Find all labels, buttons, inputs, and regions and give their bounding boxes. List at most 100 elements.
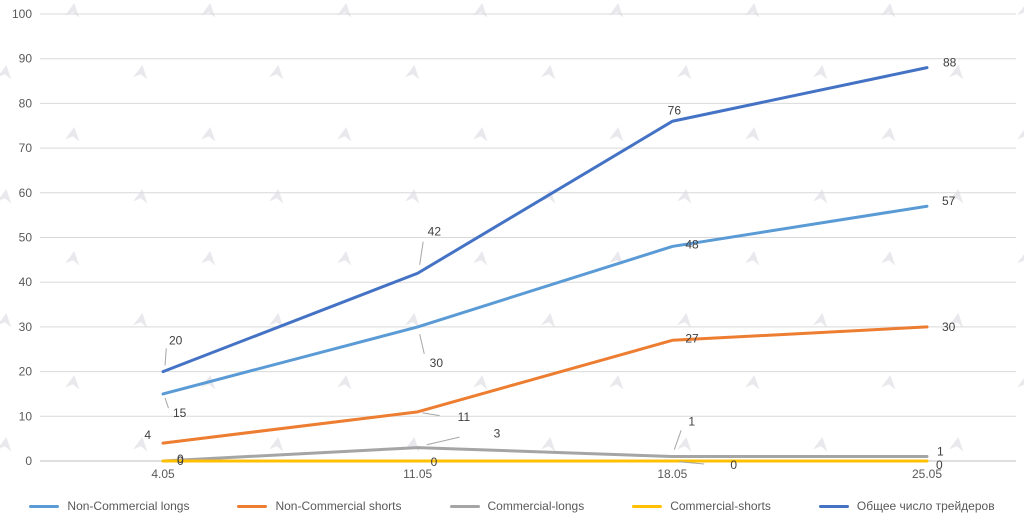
watermark-logo bbox=[745, 375, 760, 390]
watermark-logo bbox=[473, 3, 488, 18]
watermark-logo bbox=[677, 65, 692, 80]
watermark-logo bbox=[269, 189, 284, 204]
x-axis-label: 18.05 bbox=[657, 467, 687, 481]
watermark-logo bbox=[1017, 375, 1024, 390]
watermark-logo bbox=[337, 375, 352, 390]
data-label: 20 bbox=[169, 334, 183, 348]
watermark-logo bbox=[65, 375, 80, 390]
watermark-logo bbox=[405, 189, 420, 204]
watermark-logo bbox=[881, 375, 896, 390]
y-axis-label: 60 bbox=[19, 186, 33, 200]
x-axis-label: 25.05 bbox=[912, 467, 942, 481]
watermark-pattern bbox=[0, 3, 1024, 452]
watermark-logo bbox=[473, 375, 488, 390]
watermark-logo bbox=[269, 65, 284, 80]
watermark-logo bbox=[65, 251, 80, 266]
data-label: 27 bbox=[685, 331, 699, 345]
y-axis-label: 40 bbox=[19, 275, 33, 289]
watermark-logo bbox=[133, 189, 148, 204]
data-label: 42 bbox=[428, 224, 442, 238]
legend-item-non-commercial-longs: Non-Commercial longs bbox=[29, 499, 189, 513]
watermark-logo bbox=[881, 3, 896, 18]
label-leader-line bbox=[673, 430, 682, 450]
watermark-logo bbox=[0, 65, 12, 80]
legend-item-commercial-longs: Commercial-longs bbox=[449, 499, 585, 513]
watermark-logo bbox=[269, 313, 284, 328]
legend-label: Commercial-longs bbox=[487, 499, 585, 513]
watermark-logo bbox=[1017, 251, 1024, 266]
watermark-logo bbox=[473, 251, 488, 266]
data-label: 76 bbox=[668, 103, 682, 117]
watermark-logo bbox=[0, 313, 12, 328]
watermark-logo bbox=[65, 127, 80, 142]
label-leader-line bbox=[422, 412, 440, 417]
y-axis-label: 70 bbox=[19, 141, 33, 155]
data-label: 3 bbox=[494, 427, 501, 441]
legend-swatch bbox=[29, 504, 60, 508]
watermark-logo bbox=[541, 65, 556, 80]
data-label: 0 bbox=[936, 458, 943, 472]
legend-item-non-commercial-shorts: Non-Commercial shorts bbox=[237, 499, 402, 513]
watermark-logo bbox=[745, 251, 760, 266]
legend-item-commercial-shorts: Commercial-shorts bbox=[632, 499, 771, 513]
watermark-logo bbox=[609, 375, 624, 390]
watermark-logo bbox=[405, 313, 420, 328]
legend-swatch bbox=[237, 504, 268, 508]
watermark-logo bbox=[1017, 3, 1024, 18]
data-label: 0 bbox=[431, 455, 438, 469]
watermark-logo bbox=[201, 3, 216, 18]
data-label: 48 bbox=[685, 237, 699, 251]
watermark-logo bbox=[677, 189, 692, 204]
y-axis-label: 20 bbox=[19, 365, 33, 379]
chart-legend: Non-Commercial longs Non-Commercial short… bbox=[0, 490, 1024, 522]
data-label: 15 bbox=[173, 406, 187, 420]
watermark-logo bbox=[0, 189, 12, 204]
y-axis-label: 80 bbox=[19, 96, 33, 110]
legend-label: Общее число трейдеров bbox=[856, 499, 995, 513]
watermark-logo bbox=[677, 313, 692, 328]
x-axis-label: 4.05 bbox=[151, 467, 175, 481]
watermark-logo bbox=[133, 313, 148, 328]
watermark-logo bbox=[609, 3, 624, 18]
watermark-logo bbox=[541, 313, 556, 328]
watermark-logo bbox=[881, 127, 896, 142]
data-label: 0 bbox=[177, 452, 184, 466]
watermark-logo bbox=[949, 189, 964, 204]
watermark-logo bbox=[405, 65, 420, 80]
watermark-logo bbox=[337, 3, 352, 18]
watermark-logo bbox=[813, 313, 828, 328]
label-leader-line bbox=[164, 397, 169, 409]
legend-label: Non-Commercial shorts bbox=[275, 499, 402, 513]
data-label: 88 bbox=[943, 56, 957, 70]
watermark-logo bbox=[201, 127, 216, 142]
watermark-logo bbox=[609, 127, 624, 142]
watermark-logo bbox=[541, 437, 556, 452]
watermark-logo bbox=[881, 251, 896, 266]
watermark-logo bbox=[1017, 127, 1024, 142]
watermark-logo bbox=[745, 3, 760, 18]
watermark-logo bbox=[473, 127, 488, 142]
y-axis-label: 90 bbox=[19, 52, 33, 66]
watermark-logo bbox=[337, 127, 352, 142]
legend-swatch bbox=[632, 504, 663, 508]
watermark-logo bbox=[201, 251, 216, 266]
label-leader-line bbox=[419, 333, 425, 355]
y-axis-label: 30 bbox=[19, 320, 33, 334]
watermark-logo bbox=[65, 3, 80, 18]
watermark-logo bbox=[133, 65, 148, 80]
data-label: 0 bbox=[177, 454, 184, 468]
watermark-logo bbox=[133, 437, 148, 452]
label-leader-line bbox=[419, 241, 424, 265]
series-line-non-commercial-longs bbox=[161, 204, 929, 396]
watermark-logo bbox=[677, 437, 692, 452]
y-axis-label: 0 bbox=[25, 454, 32, 468]
data-label: 30 bbox=[942, 320, 956, 334]
y-axis-label: 10 bbox=[19, 409, 33, 423]
watermark-logo bbox=[0, 437, 12, 452]
data-label: 1 bbox=[688, 415, 695, 429]
watermark-logo bbox=[949, 65, 964, 80]
watermark-logo bbox=[949, 437, 964, 452]
y-axis-label: 100 bbox=[12, 7, 32, 21]
